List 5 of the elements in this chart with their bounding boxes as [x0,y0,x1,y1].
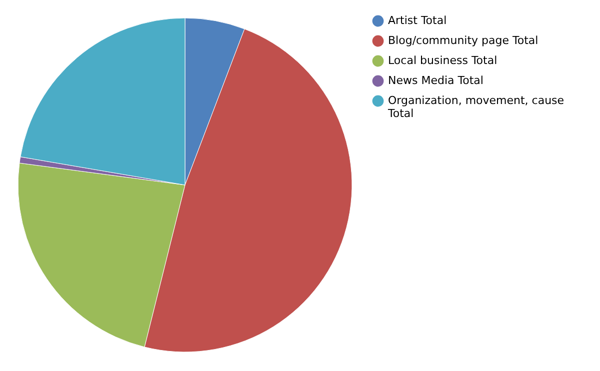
legend-label: Local business Total [388,54,498,67]
legend-label: Organization, movement, cause Total [387,94,564,120]
legend-label: News Media Total [388,74,484,87]
legend-label: Artist Total [388,14,447,27]
legend-label: Blog/community page Total [388,34,538,47]
